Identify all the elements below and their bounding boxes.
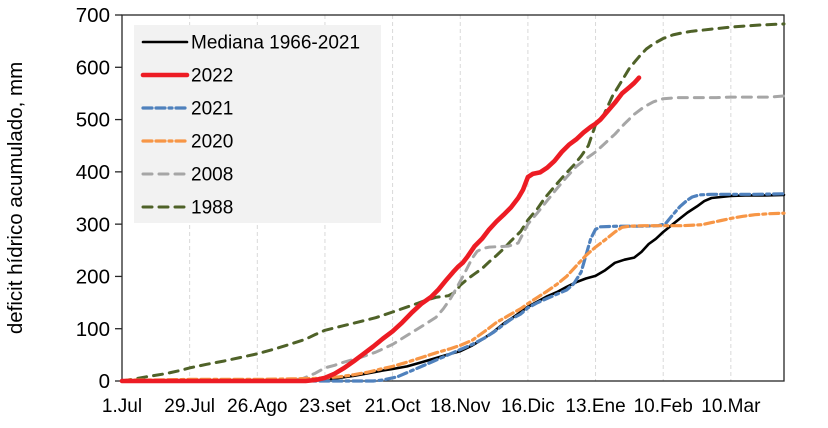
legend-box bbox=[134, 25, 381, 223]
x-tick-label: 10.Mar bbox=[701, 396, 761, 417]
y-tick-label: 700 bbox=[76, 4, 110, 27]
legend-label-2021: 2021 bbox=[191, 99, 233, 120]
x-tick-label: 1.Jul bbox=[102, 396, 142, 417]
x-tick-label: 26.Ago bbox=[227, 396, 287, 417]
y-tick-label: 600 bbox=[76, 56, 110, 79]
x-tick-label: 16.Dic bbox=[501, 396, 555, 417]
legend-label-1988: 1988 bbox=[191, 198, 233, 219]
x-tick-label: 21.Oct bbox=[365, 396, 422, 417]
legend-label-2022: 2022 bbox=[191, 66, 233, 87]
x-tick-label: 13.Ene bbox=[565, 396, 625, 417]
series-line-2022 bbox=[119, 75, 642, 384]
y-tick-label: 100 bbox=[76, 318, 110, 341]
legend-label-2020: 2020 bbox=[191, 132, 233, 153]
x-tick-label: 29.Jul bbox=[164, 396, 215, 417]
y-tick-label: 500 bbox=[76, 109, 110, 132]
x-tick-label: 18.Nov bbox=[430, 396, 491, 417]
x-tick-label: 10.Feb bbox=[634, 396, 693, 417]
series-line-1988 bbox=[120, 22, 786, 383]
legend-label-2008: 2008 bbox=[191, 165, 233, 186]
y-tick-label: 0 bbox=[99, 370, 110, 393]
series-line-2021 bbox=[120, 192, 786, 383]
plot-border bbox=[121, 14, 785, 382]
series-line-mediana-1966-2021 bbox=[120, 193, 786, 383]
y-tick-label: 400 bbox=[76, 161, 110, 184]
x-tick-label: 23.set bbox=[299, 396, 351, 417]
legend-label-mediana-1966-2021: Mediana 1966-2021 bbox=[191, 33, 360, 54]
y-axis-title: deficit hídrico acumulado, mm bbox=[4, 62, 27, 334]
series-line-2008 bbox=[120, 94, 786, 383]
y-tick-label: 200 bbox=[76, 266, 110, 289]
y-tick-label: 300 bbox=[76, 213, 110, 236]
